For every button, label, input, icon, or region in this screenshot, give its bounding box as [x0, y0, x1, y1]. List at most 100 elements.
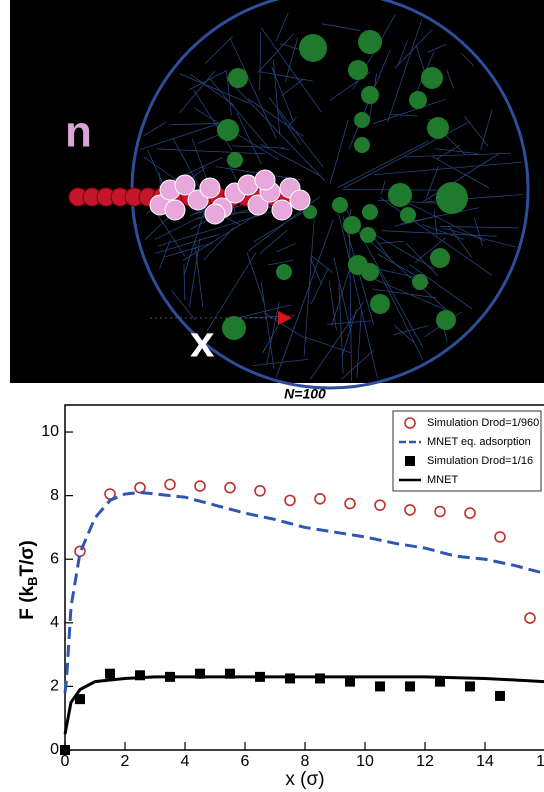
particle: [409, 91, 427, 109]
adsorbed-particle: [204, 203, 226, 225]
x-tick-label: 2: [121, 753, 130, 770]
mesh-line: [464, 116, 489, 147]
mesh-line: [266, 301, 280, 365]
mesh-line: [394, 324, 415, 343]
x-axis-label: x (σ): [285, 769, 324, 790]
particle: [354, 137, 370, 153]
mesh-line: [394, 29, 433, 69]
mesh-line: [259, 71, 313, 82]
mesh-line: [393, 325, 429, 336]
mesh-line: [405, 201, 485, 242]
particle: [217, 119, 239, 141]
mesh-line: [311, 255, 334, 273]
mesh-line: [415, 44, 426, 74]
marker: [195, 668, 205, 679]
mesh-line: [155, 234, 219, 254]
mesh-line: [231, 145, 286, 149]
marker: [345, 676, 355, 687]
marker: [375, 681, 385, 692]
marker: [495, 690, 505, 701]
y-tick-label: 2: [50, 678, 59, 695]
mesh-line: [154, 216, 200, 240]
mesh-line: [260, 143, 321, 177]
mesh-line: [171, 290, 196, 321]
marker: [314, 493, 326, 505]
mesh-line: [260, 282, 275, 370]
mesh-line: [439, 226, 520, 229]
mesh-line: [461, 52, 475, 67]
x-tick-label: 6: [241, 753, 250, 770]
mesh-line: [422, 152, 501, 203]
mesh-line: [229, 37, 277, 139]
particle: [361, 263, 379, 281]
particle: [227, 152, 243, 168]
mesh-line: [159, 240, 171, 270]
mesh-line: [334, 199, 378, 379]
x-label: x: [190, 318, 215, 367]
mesh-line: [378, 270, 424, 361]
mesh-line: [252, 358, 309, 367]
legend-label: Simulation Drod=1/960: [427, 417, 539, 429]
mesh-line: [480, 109, 493, 150]
adsorbed-particle: [289, 189, 311, 211]
mesh-line: [326, 320, 372, 325]
y-label-part: T/σ): [17, 540, 38, 576]
particle: [360, 227, 376, 243]
mesh-line: [400, 207, 479, 224]
legend-label: MNET: [427, 474, 458, 486]
mesh-line: [229, 166, 238, 181]
mesh-line: [329, 120, 349, 185]
particles: [217, 30, 468, 340]
mesh-line: [257, 33, 295, 74]
y-axis-label: F (kBT/σ): [17, 540, 40, 619]
mesh-line: [387, 19, 423, 123]
mesh-line: [371, 288, 436, 299]
marker: [524, 612, 536, 624]
particle: [343, 216, 361, 234]
legend-swatch: [404, 417, 416, 429]
mesh-line: [275, 12, 289, 42]
particle: [388, 183, 412, 207]
mesh-line: [446, 69, 454, 89]
mesh-line: [349, 229, 352, 381]
marker: [374, 499, 386, 511]
mesh-line: [280, 148, 290, 151]
mesh-line: [246, 252, 265, 304]
marker: [164, 478, 176, 491]
mesh-line: [309, 257, 323, 285]
mesh-line: [309, 301, 364, 380]
mesh-line: [267, 259, 293, 266]
y-tick-label: 8: [50, 487, 59, 504]
legend-box: [392, 410, 542, 492]
normal-label: n: [65, 108, 92, 157]
mesh-line: [374, 161, 522, 176]
marker: [464, 507, 476, 519]
particle: [436, 182, 468, 214]
mesh-line: [436, 145, 461, 160]
mesh-line: [157, 148, 265, 155]
y-tick-label: 6: [50, 550, 59, 567]
mesh-line: [310, 267, 329, 305]
mesh-line: [189, 238, 201, 307]
particle: [427, 117, 449, 139]
arrow-head: [278, 311, 292, 325]
marker: [284, 494, 296, 507]
mesh-line: [356, 309, 362, 378]
particle: [436, 310, 456, 330]
mesh-line: [449, 226, 472, 258]
marker: [134, 481, 146, 494]
particle: [362, 204, 378, 220]
particle: [358, 30, 382, 54]
x-tick-label: 10: [356, 753, 374, 770]
mesh-line: [264, 312, 308, 341]
marker: [405, 681, 415, 692]
mesh-line: [260, 27, 322, 113]
mesh-line: [405, 242, 438, 276]
adsorbed-particle: [199, 177, 221, 199]
mesh-line: [341, 309, 357, 358]
particle: [361, 86, 379, 104]
mesh-line: [425, 165, 440, 199]
y-tick-label: 0: [50, 741, 59, 758]
chart-title: N=100: [284, 386, 326, 402]
